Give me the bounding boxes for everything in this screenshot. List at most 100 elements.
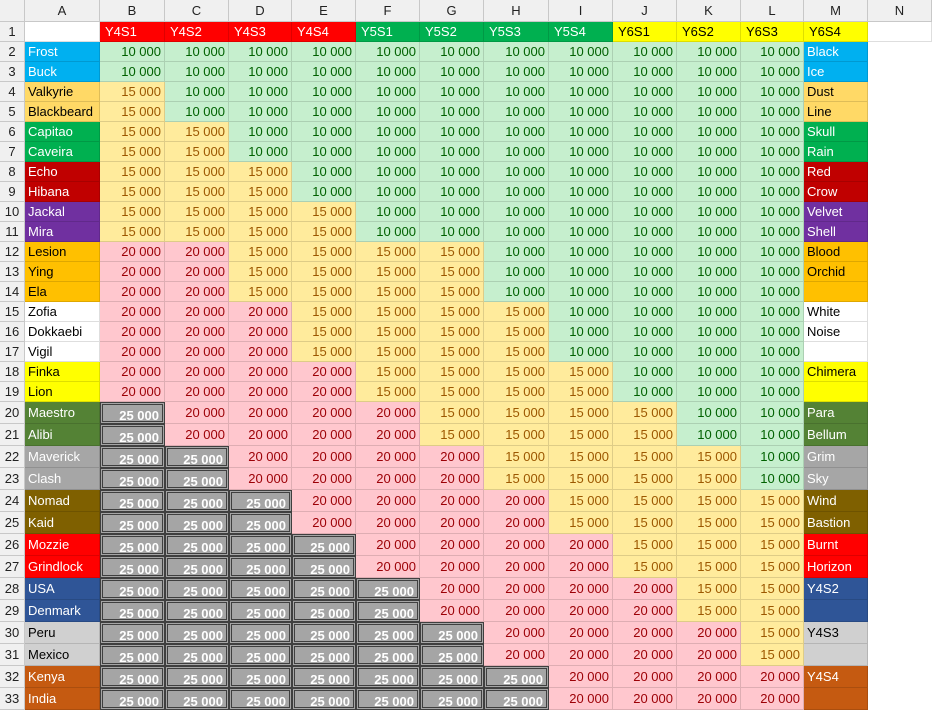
price-cell[interactable]: 10 000	[677, 262, 741, 282]
price-cell[interactable]: 10 000	[741, 202, 804, 222]
skin-name-cell[interactable]: Y4S3	[804, 622, 868, 644]
price-cell[interactable]: 10 000	[356, 182, 420, 202]
price-cell[interactable]: 20 000	[229, 402, 292, 424]
price-cell[interactable]: 10 000	[677, 242, 741, 262]
price-cell[interactable]: 10 000	[741, 122, 804, 142]
row-header[interactable]: 31	[0, 644, 25, 666]
price-cell[interactable]: 10 000	[677, 162, 741, 182]
row-header[interactable]: 20	[0, 402, 25, 424]
price-cell[interactable]: 10 000	[165, 62, 229, 82]
price-cell[interactable]: 15 000	[741, 556, 804, 578]
price-cell[interactable]: 10 000	[613, 162, 677, 182]
price-cell[interactable]: 10 000	[677, 342, 741, 362]
price-cell[interactable]: 10 000	[677, 102, 741, 122]
price-cell[interactable]: 15 000	[420, 424, 484, 446]
price-cell[interactable]: 15 000	[741, 600, 804, 622]
skin-name-cell[interactable]: Horizon	[804, 556, 868, 578]
price-cell[interactable]: 20 000	[484, 644, 549, 666]
price-cell[interactable]: 10 000	[741, 424, 804, 446]
price-cell[interactable]: 20 000	[549, 600, 613, 622]
price-cell[interactable]: 10 000	[549, 162, 613, 182]
price-cell[interactable]: 20 000	[613, 644, 677, 666]
price-cell[interactable]: 10 000	[484, 242, 549, 262]
price-cell[interactable]: 15 000	[356, 382, 420, 402]
price-cell[interactable]: 10 000	[613, 82, 677, 102]
price-cell[interactable]: 10 000	[356, 162, 420, 182]
price-cell[interactable]: 25 000	[356, 578, 420, 600]
price-cell[interactable]: 10 000	[677, 382, 741, 402]
price-cell[interactable]: 25 000	[292, 578, 356, 600]
operator-name-cell[interactable]: Nomad	[25, 490, 100, 512]
price-cell[interactable]: 20 000	[100, 382, 165, 402]
operator-name-cell[interactable]: Mira	[25, 222, 100, 242]
price-cell[interactable]: 10 000	[741, 282, 804, 302]
price-cell[interactable]: 20 000	[165, 282, 229, 302]
price-cell[interactable]: 10 000	[613, 262, 677, 282]
price-cell[interactable]: 25 000	[100, 534, 165, 556]
price-cell[interactable]: 25 000	[165, 534, 229, 556]
price-cell[interactable]: 10 000	[677, 122, 741, 142]
skin-name-cell[interactable]: Ice	[804, 62, 868, 82]
price-cell[interactable]: 15 000	[292, 222, 356, 242]
column-header-h[interactable]: H	[484, 0, 549, 22]
price-cell[interactable]: 10 000	[613, 62, 677, 82]
price-cell[interactable]: 10 000	[165, 42, 229, 62]
price-cell[interactable]: 10 000	[292, 82, 356, 102]
price-cell[interactable]: 25 000	[100, 644, 165, 666]
price-cell[interactable]: 15 000	[613, 468, 677, 490]
price-cell[interactable]: 15 000	[420, 262, 484, 282]
price-cell[interactable]: 10 000	[100, 62, 165, 82]
price-cell[interactable]: 20 000	[613, 666, 677, 688]
price-cell[interactable]: 10 000	[677, 142, 741, 162]
price-cell[interactable]: 25 000	[100, 446, 165, 468]
price-cell[interactable]: 15 000	[484, 362, 549, 382]
price-cell[interactable]: 10 000	[356, 102, 420, 122]
price-cell[interactable]: 15 000	[229, 282, 292, 302]
price-cell[interactable]: 20 000	[677, 666, 741, 688]
price-cell[interactable]: 25 000	[356, 600, 420, 622]
price-cell[interactable]: 10 000	[741, 262, 804, 282]
skin-name-cell[interactable]: Rain	[804, 142, 868, 162]
price-cell[interactable]: 20 000	[484, 534, 549, 556]
price-cell[interactable]: 20 000	[165, 402, 229, 424]
price-cell[interactable]: 15 000	[356, 282, 420, 302]
season-header-cell[interactable]: Y6S4	[804, 22, 868, 42]
skin-name-cell[interactable]: Line	[804, 102, 868, 122]
price-cell[interactable]: 20 000	[100, 242, 165, 262]
price-cell[interactable]: 10 000	[613, 322, 677, 342]
price-cell[interactable]: 10 000	[613, 302, 677, 322]
row-header[interactable]: 9	[0, 182, 25, 202]
column-header-n[interactable]: N	[868, 0, 932, 22]
price-cell[interactable]: 15 000	[549, 446, 613, 468]
price-cell[interactable]: 10 000	[613, 282, 677, 302]
price-cell[interactable]: 10 000	[613, 142, 677, 162]
price-cell[interactable]: 20 000	[356, 424, 420, 446]
skin-name-cell[interactable]: Burnt	[804, 534, 868, 556]
price-cell[interactable]: 20 000	[229, 468, 292, 490]
row-header[interactable]: 2	[0, 42, 25, 62]
price-cell[interactable]: 15 000	[741, 644, 804, 666]
price-cell[interactable]: 15 000	[292, 302, 356, 322]
price-cell[interactable]: 15 000	[613, 512, 677, 534]
operator-name-cell[interactable]: Clash	[25, 468, 100, 490]
price-cell[interactable]: 20 000	[165, 262, 229, 282]
price-cell[interactable]: 15 000	[100, 142, 165, 162]
season-header-cell[interactable]: Y5S4	[549, 22, 613, 42]
price-cell[interactable]: 10 000	[677, 182, 741, 202]
skin-name-cell[interactable]: Shell	[804, 222, 868, 242]
row-header[interactable]: 6	[0, 122, 25, 142]
price-cell[interactable]: 25 000	[229, 644, 292, 666]
price-cell[interactable]: 25 000	[165, 512, 229, 534]
price-cell[interactable]: 10 000	[549, 142, 613, 162]
price-cell[interactable]: 15 000	[356, 342, 420, 362]
price-cell[interactable]: 25 000	[229, 512, 292, 534]
price-cell[interactable]: 25 000	[100, 468, 165, 490]
price-cell[interactable]: 10 000	[292, 62, 356, 82]
row-header[interactable]: 7	[0, 142, 25, 162]
price-cell[interactable]: 25 000	[229, 688, 292, 710]
price-cell[interactable]: 25 000	[165, 490, 229, 512]
price-cell[interactable]: 20 000	[549, 534, 613, 556]
price-cell[interactable]: 10 000	[229, 42, 292, 62]
row-header[interactable]: 19	[0, 382, 25, 402]
column-header-l[interactable]: L	[741, 0, 804, 22]
